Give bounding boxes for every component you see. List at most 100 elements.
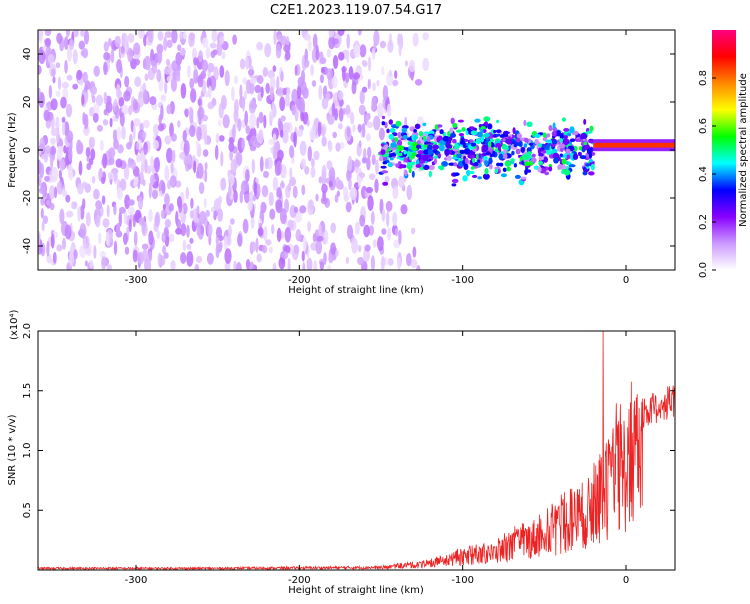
noise-blob — [291, 104, 296, 116]
signal-blob — [480, 135, 485, 143]
noise-blob — [52, 251, 57, 264]
noise-blob — [385, 200, 393, 212]
signal-blob — [457, 119, 464, 123]
noise-blob — [197, 74, 204, 88]
noise-blob — [362, 60, 368, 67]
noise-blob — [121, 125, 126, 140]
noise-blob — [154, 211, 161, 227]
noise-blob — [180, 140, 184, 151]
noise-blob — [194, 263, 200, 270]
noise-blob — [362, 123, 366, 130]
signal-blob — [446, 155, 452, 161]
colorbar-tick-label: 0.4 — [698, 166, 709, 182]
noise-blob — [44, 30, 52, 37]
signal-blob — [569, 138, 576, 142]
signal-blob — [569, 126, 575, 134]
signal-blob — [448, 136, 453, 142]
noise-blob — [52, 76, 56, 84]
noise-blob — [218, 35, 225, 46]
noise-blob — [313, 150, 320, 161]
noise-blob — [394, 228, 399, 237]
signal-blob — [408, 168, 412, 174]
noise-blob — [321, 183, 328, 194]
signal-blob — [446, 144, 453, 149]
signal-blob — [422, 122, 427, 127]
signal-blob — [432, 144, 440, 150]
noise-blob — [278, 121, 284, 133]
spectrogram-y-label: Frequency (Hz) — [7, 112, 18, 188]
noise-blob — [38, 87, 41, 98]
noise-blob — [50, 137, 56, 145]
noise-blob — [97, 232, 102, 245]
signal-blob — [563, 169, 571, 176]
noise-blob — [132, 124, 136, 140]
noise-blob — [339, 141, 345, 150]
signal-blob — [416, 140, 421, 145]
signal-blob — [502, 138, 506, 142]
signal-blob — [459, 149, 465, 154]
noise-blob — [150, 174, 155, 186]
noise-blob — [95, 200, 102, 210]
noise-blob — [38, 64, 42, 75]
signal-blob — [397, 131, 402, 139]
y-tick-label: 1.5 — [22, 383, 33, 399]
noise-blob — [256, 41, 264, 51]
noise-blob — [123, 90, 131, 102]
noise-blob — [193, 68, 199, 84]
noise-blob — [237, 233, 243, 247]
noise-blob — [62, 237, 66, 250]
noise-blob — [358, 140, 362, 148]
signal-blob — [577, 151, 582, 157]
noise-blob — [241, 137, 246, 151]
noise-blob — [144, 258, 152, 270]
noise-blob — [393, 239, 401, 249]
noise-blob — [46, 240, 50, 257]
noise-blob — [351, 80, 357, 95]
noise-blob — [203, 149, 209, 157]
colorbar-tick-label: 0.2 — [698, 214, 709, 230]
signal-blob — [452, 122, 458, 128]
noise-blob — [377, 236, 384, 252]
noise-blob — [327, 264, 331, 270]
noise-blob — [232, 124, 236, 140]
signal-blob — [404, 169, 408, 177]
noise-blob — [348, 177, 352, 191]
noise-blob — [189, 237, 194, 244]
noise-blob — [163, 36, 168, 52]
noise-blob — [147, 30, 154, 43]
noise-blob — [67, 147, 73, 162]
noise-blob — [336, 180, 344, 190]
noise-blob — [412, 246, 417, 258]
noise-blob — [198, 50, 204, 63]
noise-blob — [61, 81, 69, 89]
signal-blob — [401, 127, 407, 133]
noise-blob — [346, 126, 351, 138]
noise-blob — [189, 125, 196, 137]
noise-blob — [124, 246, 130, 255]
y-tick-label: 20 — [22, 96, 33, 109]
signal-blob — [459, 140, 466, 145]
signal-blob — [380, 165, 387, 169]
signal-blob — [522, 153, 530, 161]
noise-blob — [55, 90, 61, 98]
noise-blob — [228, 141, 235, 152]
signal-blob — [433, 155, 439, 159]
spectrogram-x-ticks: -300 -200 -100 0 — [125, 30, 629, 286]
noise-blob — [313, 260, 318, 270]
noise-blob — [242, 96, 245, 112]
y-tick-label: -20 — [22, 190, 33, 206]
noise-blob — [176, 219, 182, 229]
noise-blob — [156, 69, 162, 83]
noise-blob — [166, 147, 173, 164]
noise-blob — [196, 162, 204, 179]
noise-blob — [263, 226, 268, 242]
noise-blob — [263, 170, 269, 178]
noise-blob — [39, 137, 45, 153]
noise-blob — [359, 44, 367, 58]
noise-blob — [127, 33, 135, 43]
noise-blob — [83, 30, 90, 45]
noise-blob — [369, 173, 376, 180]
noise-blob — [233, 260, 237, 270]
noise-blob — [43, 109, 51, 122]
